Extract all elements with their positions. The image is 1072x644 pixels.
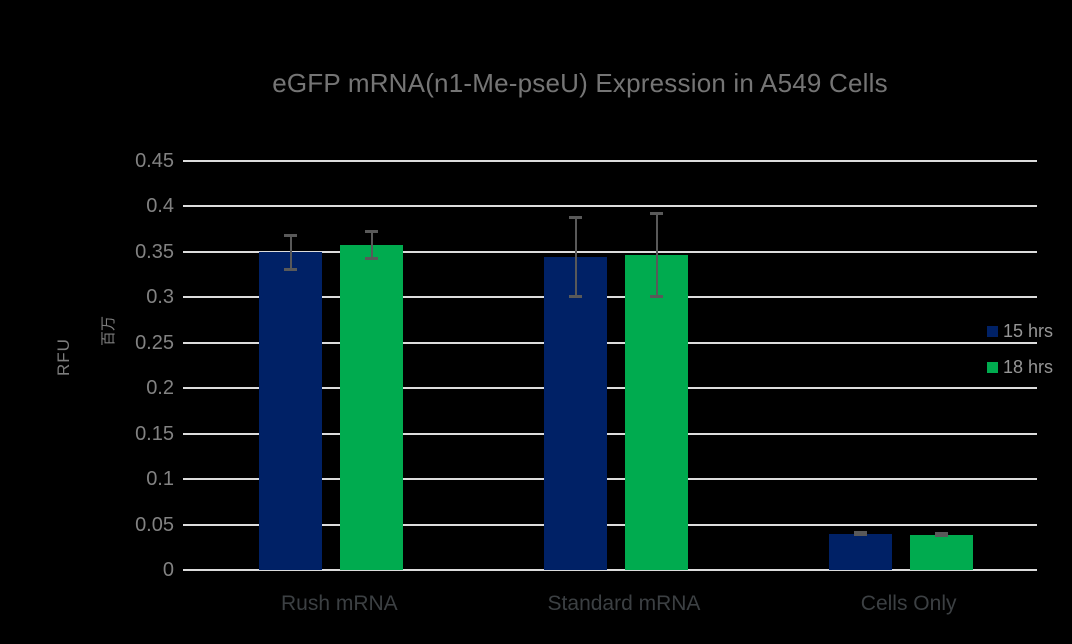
y-axis-tick-label: 0.35 xyxy=(135,240,174,263)
error-bar xyxy=(655,213,658,297)
gridline xyxy=(183,387,1037,389)
error-bar-top-cap xyxy=(853,530,867,534)
bar xyxy=(625,255,688,570)
gridline xyxy=(183,341,1037,344)
gridline xyxy=(183,478,1037,480)
error-bar-bottom-cap xyxy=(650,295,663,298)
error-bar-bottom-cap xyxy=(365,256,379,260)
gridline xyxy=(183,523,1037,526)
error-bar xyxy=(574,216,577,297)
y-axis-tick-label: 0.05 xyxy=(135,513,174,536)
y-axis-tick-label: 0.4 xyxy=(146,195,174,217)
error-bar-bottom-cap xyxy=(934,534,948,538)
y-axis-tick-label: 0.45 xyxy=(135,149,174,172)
gridline xyxy=(183,432,1037,435)
error-bar-top-cap xyxy=(650,212,663,216)
error-bar-bottom-cap xyxy=(853,533,867,537)
bar xyxy=(259,252,323,570)
bar xyxy=(340,245,404,570)
y-axis-tick-label: 0.2 xyxy=(146,377,174,399)
legend-swatch xyxy=(987,362,998,373)
legend-label: 18 hrs xyxy=(1003,357,1054,377)
error-bar-top-cap xyxy=(569,215,582,219)
error-bar xyxy=(370,231,373,259)
error-bar-bottom-cap xyxy=(569,295,582,298)
x-category-label: Rush mRNA xyxy=(280,592,398,615)
y-axis-tick-label: 0.15 xyxy=(135,422,174,445)
error-bar-top-cap xyxy=(934,531,948,535)
gridline xyxy=(183,205,1037,207)
gridline xyxy=(183,296,1037,298)
error-bar-bottom-cap xyxy=(284,267,298,271)
y-axis-title: RFU xyxy=(54,338,73,376)
x-category-label: Standard mRNA xyxy=(547,592,701,615)
legend-label: 15 hrs xyxy=(1003,321,1054,341)
x-category-label: Cells Only xyxy=(860,592,957,615)
error-bar-top-cap xyxy=(365,230,379,234)
gridline xyxy=(183,159,1037,162)
chart-title: eGFP mRNA(n1-Me-pseU) Expression in A549… xyxy=(272,68,888,98)
bar xyxy=(828,533,892,570)
bar xyxy=(544,256,607,570)
y-axis-tick-label: 0 xyxy=(162,559,174,581)
gridline xyxy=(183,250,1037,253)
error-bar-top-cap xyxy=(284,234,298,238)
bar xyxy=(909,534,973,570)
error-bar xyxy=(289,235,292,270)
y-axis-tick-label: 0.25 xyxy=(135,331,174,354)
gridline xyxy=(183,569,1037,571)
legend-swatch xyxy=(987,326,998,337)
y-axis-tick-label: 0.1 xyxy=(146,468,174,490)
y-axis-tick-label: 0.3 xyxy=(146,286,174,308)
